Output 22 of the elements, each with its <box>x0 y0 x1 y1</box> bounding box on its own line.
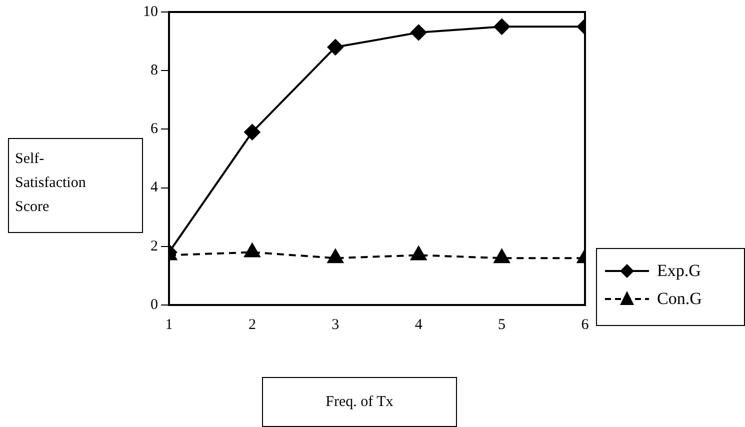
y-tick-label: 0 <box>150 296 158 313</box>
point <box>327 39 344 56</box>
x-axis-title: Freq. of Tx <box>262 377 457 427</box>
point <box>410 246 427 260</box>
y-tick-label: 2 <box>150 238 158 254</box>
x-tick-label: 4 <box>414 316 423 333</box>
point <box>244 243 260 258</box>
x-tick-label: 3 <box>332 316 340 333</box>
point <box>410 24 427 41</box>
y-tick-label: 4 <box>150 180 158 196</box>
legend-label: Con.G <box>657 289 702 309</box>
legend-label: Exp.G <box>657 261 701 281</box>
x-tick-label: 1 <box>165 316 173 333</box>
point <box>244 124 260 140</box>
x-tick-label: 2 <box>248 316 256 333</box>
y-axis-title: Self- Satisfaction Score <box>8 138 143 233</box>
y-tick-label: 10 <box>143 4 158 20</box>
x-tick-label: 5 <box>498 316 506 333</box>
point <box>327 249 344 264</box>
y-tick-label: 8 <box>150 62 158 79</box>
y-tick-label: 6 <box>150 121 158 138</box>
x-tick-label: 6 <box>581 316 590 333</box>
